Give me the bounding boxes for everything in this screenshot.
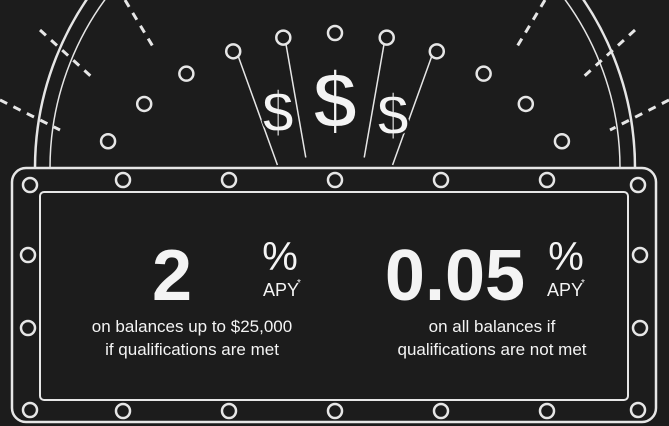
bulb xyxy=(434,404,448,418)
bulb xyxy=(540,404,554,418)
rate-label: APY xyxy=(263,280,299,300)
rate-description: on all balances if xyxy=(429,317,556,336)
rate-description: qualifications are not met xyxy=(398,340,587,359)
rate-description: on balances up to $25,000 xyxy=(92,317,292,336)
bulb xyxy=(631,178,645,192)
ray xyxy=(125,0,155,50)
bulb xyxy=(328,404,342,418)
dollar-sign: $ xyxy=(377,83,409,148)
bulb xyxy=(328,173,342,187)
bulb xyxy=(222,404,236,418)
bulb xyxy=(116,173,130,187)
bulb xyxy=(23,178,37,192)
bulb xyxy=(21,248,35,262)
bulb xyxy=(430,44,444,58)
bulb xyxy=(540,173,554,187)
ray xyxy=(610,100,669,130)
bulb xyxy=(116,404,130,418)
footnote-mark: * xyxy=(581,278,585,289)
rate-value: 0.05 xyxy=(385,236,525,316)
rate-label: APY xyxy=(547,280,583,300)
rate-description: if qualifications are met xyxy=(105,340,279,359)
dollar-sign: $ xyxy=(313,56,358,145)
bulb xyxy=(179,67,193,81)
rate-value: 2 xyxy=(152,236,192,316)
ray xyxy=(515,0,545,50)
bulb xyxy=(226,44,240,58)
promo-graphic: $ $ $ 2 % APY * on balances up to $25,00… xyxy=(0,0,669,426)
bulb xyxy=(101,134,115,148)
bulb xyxy=(380,31,394,45)
bulb xyxy=(137,97,151,111)
rate-unit: % xyxy=(548,235,584,279)
bulb xyxy=(633,321,647,335)
inner-frame xyxy=(40,192,628,400)
bulb xyxy=(477,67,491,81)
bulb xyxy=(434,173,448,187)
bulb xyxy=(21,321,35,335)
bulb xyxy=(23,403,37,417)
bulb xyxy=(631,403,645,417)
ray xyxy=(40,30,95,80)
bulb xyxy=(633,248,647,262)
bulb xyxy=(328,26,342,40)
bulb xyxy=(222,173,236,187)
dollar-sign: $ xyxy=(262,80,294,145)
ray xyxy=(0,100,60,130)
bulb xyxy=(276,31,290,45)
rate-unit: % xyxy=(262,235,298,279)
footnote-mark: * xyxy=(297,278,301,289)
bulb xyxy=(555,134,569,148)
bulb xyxy=(519,97,533,111)
